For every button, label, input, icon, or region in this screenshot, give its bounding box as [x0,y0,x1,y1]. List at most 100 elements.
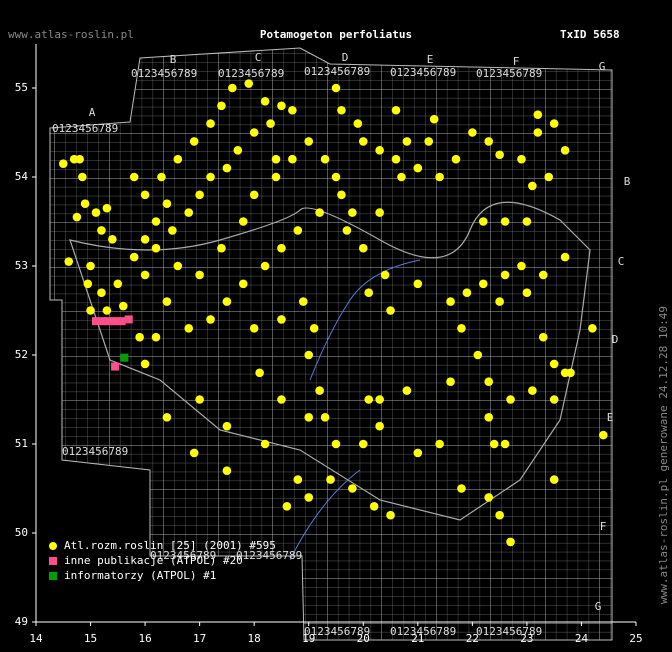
y-tick-label: 51 [15,437,28,450]
point [598,430,608,440]
point [80,199,90,208]
point [140,270,150,280]
point [86,306,95,315]
point [457,324,466,333]
point [549,359,559,369]
point [206,119,215,128]
point [64,257,74,266]
grid-digits: 0123456789 [236,549,302,562]
x-tick-label: 19 [302,632,315,645]
legend-marker [49,542,57,550]
point [478,279,488,289]
point [86,261,95,271]
point [195,395,204,404]
point [549,119,559,128]
point [206,315,215,324]
point [151,243,161,253]
point [315,386,324,395]
point [320,413,330,422]
point [124,315,133,324]
point [533,128,543,137]
point [195,190,204,200]
point [288,154,297,164]
point [309,324,319,333]
chart-title: Potamogeton perfoliatus [260,28,412,41]
point [162,413,172,422]
point [304,137,314,146]
point [495,297,504,306]
grid-letter: B [624,175,631,188]
point [162,297,172,306]
point [129,172,139,182]
point [222,297,232,306]
point [195,270,204,280]
map-grid [49,47,613,641]
point [413,448,423,458]
point [538,270,548,280]
point [271,154,281,164]
point [255,368,264,378]
x-tick-label: 25 [629,632,642,645]
point [140,190,150,200]
point [92,317,100,326]
point [522,288,532,298]
grid-digits: 0123456789 [476,625,542,638]
point [500,439,510,449]
point [538,332,548,342]
point [489,439,499,449]
point [315,208,324,217]
legend-label: informatorzy (ATPOL) #1 [64,569,216,582]
point [386,306,395,315]
point [102,203,112,213]
point [104,317,113,326]
point [58,159,68,168]
point [238,279,248,289]
x-tick-label: 15 [84,632,97,645]
legend-marker [49,572,57,580]
point [260,261,270,271]
point [184,208,194,217]
point [108,235,117,244]
point [98,317,107,326]
point [157,172,166,182]
point [331,172,341,182]
grid-letter: E [607,411,614,424]
point [304,493,314,502]
point [375,395,384,404]
point [402,137,412,146]
grid-digits: 0123456789 [218,67,284,80]
point [380,270,390,280]
point [424,137,434,146]
y-tick-label: 49 [15,615,28,628]
grid-digits: 0123456789 [476,67,542,80]
axes [35,44,636,623]
point [331,439,341,449]
point [277,101,286,111]
point [222,421,232,431]
point [375,208,384,217]
point [397,172,406,182]
point [375,421,384,431]
point [173,261,183,271]
y-tick-label: 50 [15,526,28,539]
point [462,288,472,298]
point [222,466,232,476]
point [484,137,494,146]
point [249,128,259,137]
point [533,110,543,119]
point [217,243,226,253]
point [293,475,303,484]
point [266,119,275,128]
point [331,83,341,93]
point [495,150,504,160]
point [337,105,346,115]
point [117,317,126,326]
grid-letter: E [427,53,434,66]
grid-digits: 0123456789 [62,445,128,458]
point [129,252,139,262]
point [249,324,259,333]
point [358,137,368,146]
point [560,252,570,262]
grid-digits: 0123456789 [390,625,456,638]
